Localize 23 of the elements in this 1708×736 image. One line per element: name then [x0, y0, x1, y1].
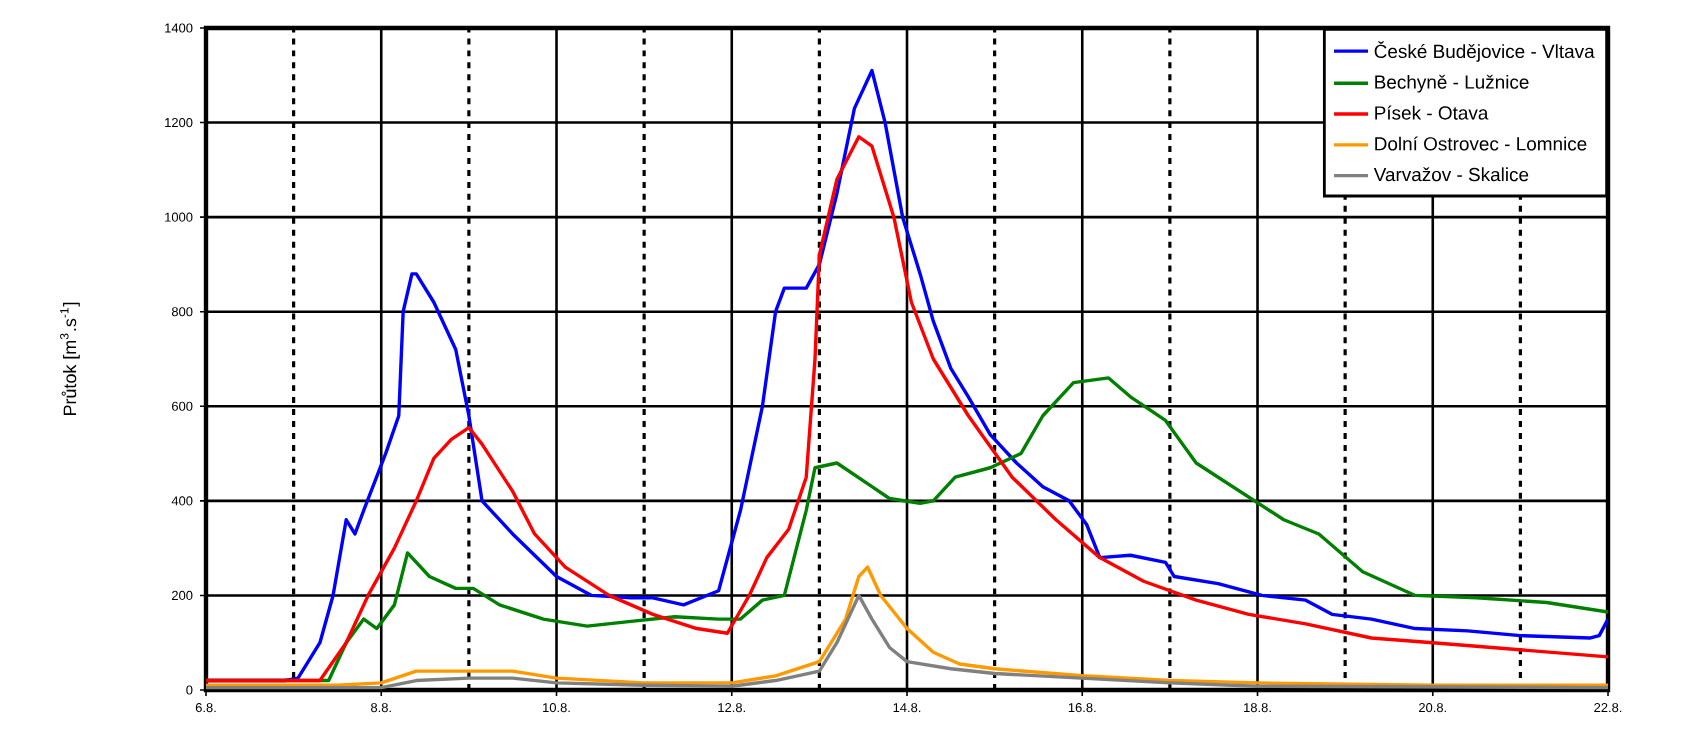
- x-tick-label: 12.8.: [718, 703, 745, 713]
- x-tick-label: 18.8.: [1244, 703, 1271, 713]
- legend-label: Bechyně - Lužnice: [1375, 74, 1529, 93]
- legend-label: České Budějovice - Vltava: [1374, 41, 1595, 62]
- legend-label: Dolní Ostrovec - Lomnice: [1375, 136, 1587, 151]
- y-tick-label: 800: [171, 307, 193, 317]
- x-tick-label: 16.8.: [1068, 703, 1096, 713]
- x-tick-label: 8.8.: [371, 703, 391, 713]
- y-tick-label: 1400: [165, 23, 193, 33]
- y-tick-label: 200: [172, 590, 193, 601]
- y-tick-label: 600: [172, 401, 193, 411]
- y-tick-label: 400: [171, 496, 193, 506]
- x-tick-label: 20.8.: [1419, 703, 1446, 713]
- y-tick-label: 0: [186, 685, 193, 695]
- x-tick-label: 10.8.: [543, 703, 570, 713]
- x-tick-label: 14.8.: [893, 703, 921, 713]
- y-axis-title: Průtok [m$^{3}$.s$^{-1}$]: [60, 302, 80, 415]
- y-tick-label: 1000: [165, 212, 193, 222]
- y-tick-label: 1200: [165, 117, 193, 128]
- legend-label: Varvažov - Skalice: [1373, 167, 1529, 182]
- legend-label: Písek - Otava: [1375, 105, 1489, 120]
- x-tick-label: 6.8.: [195, 703, 216, 713]
- x-tick-label: 22.8.: [1594, 703, 1622, 713]
